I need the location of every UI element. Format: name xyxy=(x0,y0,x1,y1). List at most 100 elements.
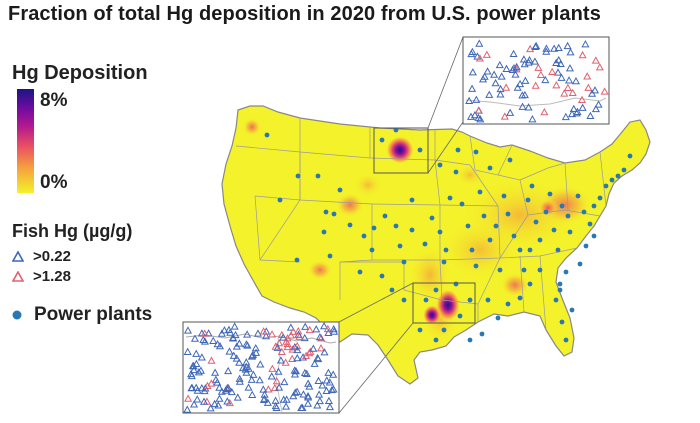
fish-low-marker xyxy=(211,375,220,383)
power-plant-marker xyxy=(323,209,329,215)
fish-low-marker xyxy=(541,75,550,84)
power-plant-marker xyxy=(487,165,493,171)
fish-low-marker xyxy=(197,353,206,361)
fish-low-marker xyxy=(247,375,256,383)
power-plant-marker xyxy=(537,237,543,243)
fish-low-marker xyxy=(320,321,329,330)
power-plant-marker xyxy=(587,221,593,227)
fish-low-marker xyxy=(324,396,333,405)
fish-high-marker xyxy=(288,354,297,362)
fish-low-marker xyxy=(193,395,202,403)
fish-high-marker xyxy=(317,334,326,342)
fish-low-marker xyxy=(291,366,301,375)
fish-low-marker xyxy=(215,394,224,402)
fish-low-marker xyxy=(324,328,333,336)
fish-low-marker xyxy=(279,395,288,403)
fish-low-marker xyxy=(256,360,265,368)
fish-low-marker xyxy=(581,40,590,48)
power-plant-marker xyxy=(505,211,511,217)
fish-low-marker xyxy=(509,63,519,72)
fish-low-marker xyxy=(253,329,263,337)
fish-legend-item-low: >0.22 xyxy=(12,248,71,265)
power-plant-marker xyxy=(511,233,517,239)
power-plant-marker xyxy=(437,229,443,235)
power-plant-marker xyxy=(423,297,429,303)
fish-low-marker xyxy=(542,47,551,55)
fish-low-marker xyxy=(192,359,201,367)
power-plant-marker xyxy=(369,247,375,253)
power-plant-marker xyxy=(577,261,583,267)
fish-high-marker xyxy=(267,330,277,338)
fish-low-marker xyxy=(563,41,572,50)
fish-low-marker xyxy=(468,68,477,76)
power-plant-marker xyxy=(357,269,363,275)
map-title: Fraction of total Hg deposition in 2020 … xyxy=(8,3,601,25)
fish-high-marker xyxy=(531,81,540,89)
fish-high-marker xyxy=(548,67,557,76)
fish-high-marker xyxy=(577,95,587,104)
power-plant-marker xyxy=(264,132,270,138)
fish-low-marker xyxy=(190,334,199,342)
fish-low-marker xyxy=(226,328,235,336)
fish-low-marker xyxy=(561,112,570,121)
fish-low-marker xyxy=(476,115,485,123)
fish-low-marker xyxy=(215,341,225,350)
fish-low-marker xyxy=(569,104,578,113)
power-plant-marker xyxy=(361,233,367,239)
fish-high-marker xyxy=(534,63,543,71)
fish-high-marker xyxy=(268,364,277,372)
fish-low-marker xyxy=(282,402,291,410)
fish-low-marker xyxy=(324,368,333,376)
fish-low-marker xyxy=(293,353,302,362)
fish-low-marker xyxy=(571,76,581,85)
fish-low-marker xyxy=(242,368,251,376)
power-plant-marker xyxy=(575,193,581,199)
power-plant-marker xyxy=(393,223,399,229)
fish-low-marker xyxy=(279,333,288,341)
power-plant-marker xyxy=(559,319,565,325)
power-plant-marker xyxy=(379,273,385,279)
fish-low-marker xyxy=(199,397,209,405)
fish-low-marker xyxy=(491,78,500,87)
power-plant-marker xyxy=(591,203,597,209)
power-plant-marker xyxy=(525,197,531,203)
fish-low-marker xyxy=(274,367,283,375)
fish-low-marker xyxy=(211,368,220,376)
fish-low-marker xyxy=(483,67,492,75)
fish-low-marker xyxy=(478,75,488,83)
fish-low-marker xyxy=(290,366,299,374)
power-plant-marker xyxy=(543,209,549,215)
fish-high-marker xyxy=(323,324,332,333)
fish-low-marker xyxy=(249,370,258,378)
fish-low-marker xyxy=(325,378,334,386)
fish-low-marker xyxy=(209,336,218,344)
power-plant-marker xyxy=(565,213,571,219)
fish-low-marker xyxy=(235,339,244,347)
fish-low-marker xyxy=(531,42,540,51)
fish-low-marker xyxy=(262,331,271,340)
power-plant-marker xyxy=(465,223,471,229)
power-plant-marker xyxy=(401,259,407,265)
fish-high-marker xyxy=(225,398,234,407)
fish-high-marker xyxy=(275,338,284,347)
fish-low-marker xyxy=(217,329,226,337)
fish-low-marker xyxy=(553,68,563,76)
fish-low-marker xyxy=(303,392,313,400)
fish-low-marker xyxy=(224,384,233,392)
power-plant-marker xyxy=(477,189,483,195)
fish-high-marker xyxy=(259,327,268,335)
fish-low-marker xyxy=(183,405,192,413)
fish-low-marker xyxy=(210,399,219,408)
fish-low-marker xyxy=(566,48,575,56)
power-plant-marker xyxy=(497,267,503,273)
fish-low-marker xyxy=(293,345,302,354)
fish-low-marker xyxy=(301,322,310,330)
fish-high-marker xyxy=(563,83,572,91)
fish-low-marker xyxy=(502,64,511,72)
fish-low-marker xyxy=(594,100,603,108)
power-plant-marker xyxy=(294,257,300,263)
power-plant-marker xyxy=(417,147,423,153)
power-plant-marker xyxy=(321,229,327,235)
fish-low-marker xyxy=(329,385,338,393)
fish-high-marker xyxy=(482,50,491,58)
